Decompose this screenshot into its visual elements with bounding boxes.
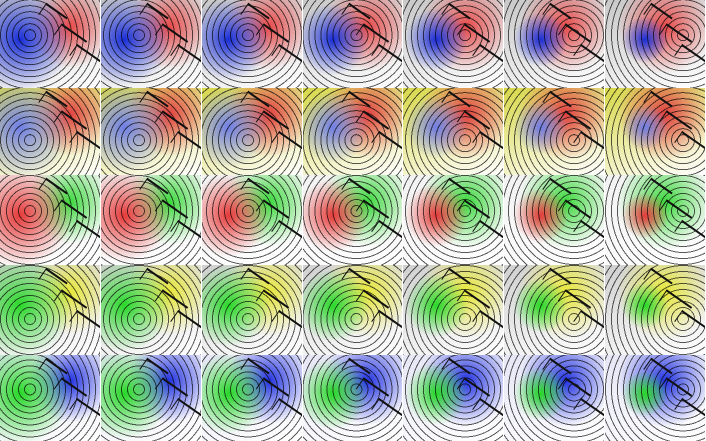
map-panel xyxy=(202,0,304,88)
coastline xyxy=(170,398,203,430)
map-panel xyxy=(0,355,102,441)
map-panel xyxy=(0,175,102,265)
map-panel xyxy=(101,265,203,355)
coastline xyxy=(271,310,304,342)
coastline xyxy=(674,310,706,342)
coastline xyxy=(372,44,405,76)
coastline xyxy=(473,44,506,76)
coastline xyxy=(573,220,606,252)
map-panel xyxy=(504,0,606,88)
map-panel xyxy=(504,175,606,265)
map-panel xyxy=(303,355,405,441)
coastline xyxy=(271,220,304,252)
coastline xyxy=(170,310,203,342)
map-panel xyxy=(303,88,405,175)
coastline xyxy=(674,131,706,163)
coastline xyxy=(573,398,606,430)
map-panel xyxy=(504,355,606,441)
page-body: (() => { const data = JSON.parse(documen… xyxy=(0,0,706,441)
coastline xyxy=(69,398,102,430)
coastline xyxy=(473,131,506,163)
map-panel xyxy=(0,0,102,88)
coastline xyxy=(372,398,405,430)
map-panel xyxy=(202,88,304,175)
coastline xyxy=(170,44,203,76)
map-panel xyxy=(303,175,405,265)
map-panel xyxy=(605,0,706,88)
map-panel-grid xyxy=(0,0,706,441)
map-panel xyxy=(303,265,405,355)
coastline xyxy=(170,220,203,252)
coastline xyxy=(473,398,506,430)
coastline xyxy=(573,310,606,342)
map-panel xyxy=(403,175,505,265)
coastline xyxy=(69,44,102,76)
map-panel xyxy=(403,88,505,175)
map-panel xyxy=(403,265,505,355)
coastline xyxy=(674,44,706,76)
coastline xyxy=(271,44,304,76)
coastline xyxy=(473,220,506,252)
map-panel xyxy=(101,175,203,265)
coastline xyxy=(372,131,405,163)
map-panel xyxy=(0,88,102,175)
map-panel xyxy=(605,355,706,441)
map-panel xyxy=(202,265,304,355)
coastline xyxy=(69,220,102,252)
map-panel xyxy=(605,175,706,265)
coastline xyxy=(69,310,102,342)
map-panel xyxy=(403,355,505,441)
coastline xyxy=(271,131,304,163)
coastline xyxy=(473,310,506,342)
coastline xyxy=(674,220,706,252)
page: Map panels {} html, body { margin: 0; pa… xyxy=(0,0,706,441)
map-panel xyxy=(101,88,203,175)
map-panel xyxy=(403,0,505,88)
coastline xyxy=(372,310,405,342)
coastline xyxy=(573,131,606,163)
coastline xyxy=(170,131,203,163)
map-panel xyxy=(605,88,706,175)
map-panel xyxy=(202,355,304,441)
coastline xyxy=(573,44,606,76)
map-panel xyxy=(101,0,203,88)
map-panel xyxy=(303,0,405,88)
map-panel xyxy=(605,265,706,355)
coastline xyxy=(271,398,304,430)
map-panel xyxy=(504,88,606,175)
coastline xyxy=(674,398,706,430)
map-panel xyxy=(202,175,304,265)
map-panel xyxy=(101,355,203,441)
map-panel xyxy=(0,265,102,355)
map-panel xyxy=(504,265,606,355)
coastline xyxy=(69,131,102,163)
coastline xyxy=(372,220,405,252)
